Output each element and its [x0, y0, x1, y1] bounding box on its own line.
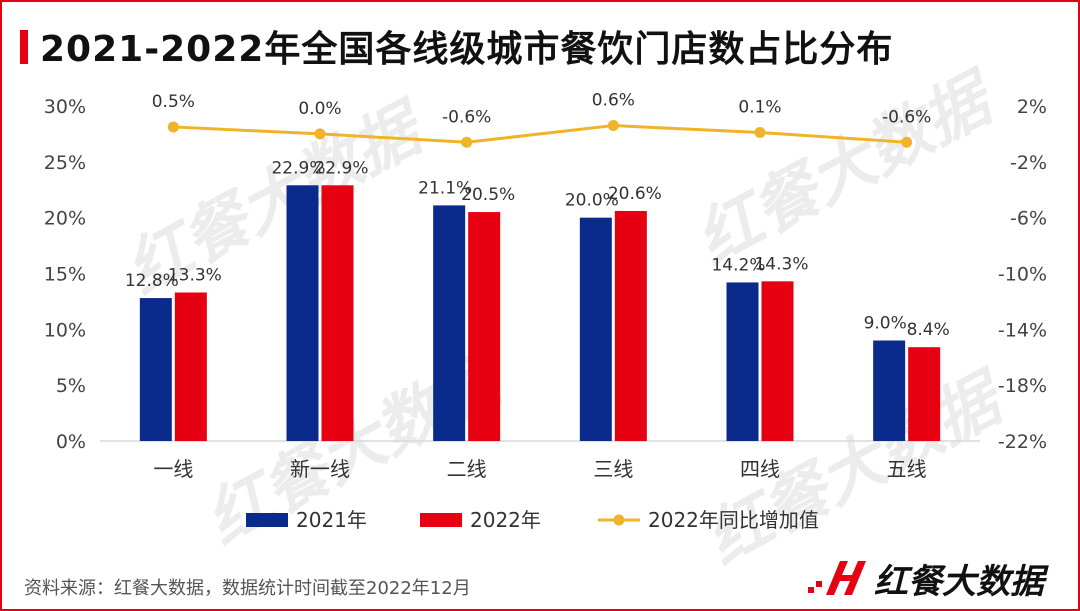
chart-title: 2021-2022年全国各线级城市餐饮门店数占比分布 [40, 29, 894, 70]
bar-2021 [139, 298, 172, 441]
yoy-data-label: 0.1% [738, 98, 781, 118]
bar-2021 [286, 185, 319, 441]
x-tick-label: 三线 [593, 457, 633, 481]
bar-2022-data-label: 22.9% [314, 158, 368, 178]
legend-label-2021: 2021年 [296, 508, 367, 532]
y-left-tick-label: 5% [56, 375, 86, 397]
yoy-point [754, 127, 766, 139]
bar-2022-data-label: 14.3% [754, 254, 808, 274]
yoy-data-label: -0.6% [882, 107, 931, 127]
y-left-tick-label: 15% [44, 264, 86, 286]
bar-2022-data-label: 20.6% [608, 184, 662, 204]
y-left-tick-label: 10% [44, 319, 86, 341]
bar-2021 [726, 282, 759, 441]
bar-2022 [174, 292, 207, 441]
bar-2022 [908, 347, 941, 441]
x-tick-label: 一线 [153, 457, 193, 481]
y-right-tick-label: -18% [998, 375, 1047, 397]
bar-2022 [468, 212, 501, 441]
bar-2021 [873, 340, 906, 441]
brand-logo-icon [808, 561, 866, 595]
yoy-data-label: 0.0% [298, 99, 341, 119]
x-tick-label: 新一线 [290, 457, 350, 481]
y-left-tick-label: 20% [44, 208, 86, 230]
y-right-tick-label: -22% [998, 431, 1047, 453]
bar-2022-data-label: 13.3% [168, 265, 222, 285]
legend-swatch-2021 [246, 513, 288, 527]
yoy-point [461, 136, 473, 148]
yoy-point [607, 120, 619, 132]
bar-2021-data-label: 14.2% [711, 255, 765, 275]
y-right-tick-label: 2% [1017, 96, 1047, 118]
bar-2022-data-label: 8.4% [907, 320, 950, 340]
legend-swatch-2022 [420, 513, 462, 527]
y-right-tick-label: -6% [1010, 208, 1047, 230]
bar-2021-data-label: 21.1% [418, 178, 472, 198]
source-note: 资料来源：红餐大数据，数据统计时间截至2022年12月 [24, 578, 471, 599]
bar-2022 [614, 210, 647, 441]
y-right-tick-label: -14% [998, 319, 1047, 341]
title-accent-bar [20, 30, 28, 64]
y-left-tick-label: 25% [44, 152, 86, 174]
yoy-data-label: 0.5% [152, 92, 195, 112]
y-left-tick-label: 0% [56, 431, 86, 453]
y-right-tick-label: -2% [1010, 152, 1047, 174]
x-tick-label: 四线 [740, 457, 780, 481]
yoy-line [173, 124, 907, 144]
yoy-point [901, 136, 913, 148]
yoy-data-label: 0.6% [592, 91, 635, 111]
yoy-point [167, 121, 179, 133]
bar-2021 [579, 217, 612, 441]
x-tick-label: 五线 [887, 457, 927, 481]
yoy-point [314, 128, 326, 140]
y-left-tick-label: 30% [44, 96, 86, 118]
bar-2021 [433, 205, 466, 441]
brand-name: 红餐大数据 [874, 561, 1044, 602]
bar-2022 [321, 185, 354, 441]
legend-marker-yoy [613, 514, 625, 526]
bar-2021-data-label: 12.8% [125, 271, 179, 291]
brand-logo: 红餐大数据 [806, 555, 1044, 602]
legend-label-yoy: 2022年同比增加值 [648, 508, 819, 532]
bar-2022 [761, 281, 794, 441]
x-tick-label: 二线 [447, 457, 487, 481]
bar-2021-data-label: 20.0% [565, 191, 619, 211]
legend-label-2022: 2022年 [470, 508, 541, 532]
bar-2021-data-label: 9.0% [864, 314, 907, 334]
y-right-tick-label: -10% [998, 264, 1047, 286]
bar-2022-data-label: 20.5% [461, 185, 515, 205]
bar-2021-data-label: 22.9% [271, 158, 325, 178]
yoy-data-label: -0.6% [442, 107, 491, 127]
